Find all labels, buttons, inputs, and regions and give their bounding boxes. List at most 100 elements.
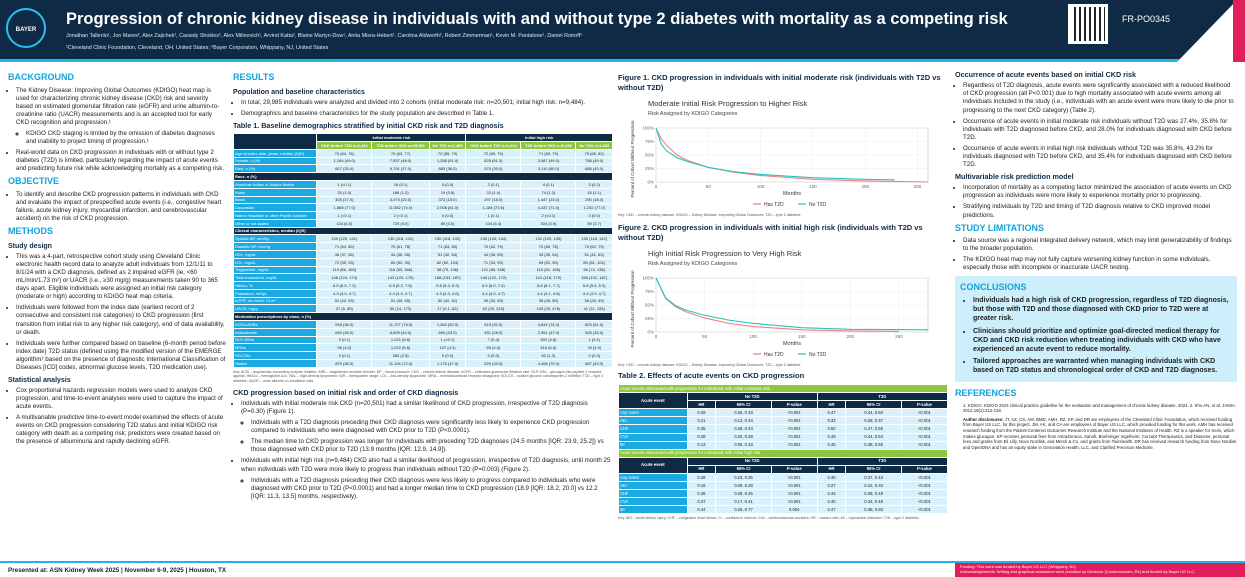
table-cell: 2 (0.1) — [465, 179, 522, 189]
table-cell: 570 (35.0) — [465, 164, 522, 174]
limitations-heading: STUDY LIMITATIONS — [955, 222, 1044, 233]
table-cell: <0.001 — [770, 488, 818, 498]
table-row: Total cholesterol, mg/dL 146 (124, 174) 14… — [232, 273, 613, 283]
table-cell: 115 (81, 166) — [520, 265, 577, 275]
table-cell: 19 (0.8) — [428, 187, 467, 197]
table-cell: 1,176 (47.0) — [428, 358, 467, 368]
y-tick-label: 100% — [642, 125, 654, 130]
y-tick-label: 75% — [645, 289, 654, 294]
table-cell: 82 (62, 104) — [428, 257, 467, 267]
table-cell: 302 (4.8) — [520, 335, 577, 345]
series-line-no-t2d — [655, 127, 895, 180]
table-cell: 0.20, 0.39 — [715, 432, 772, 442]
series-line-has-t2d — [655, 277, 899, 332]
table-row: Any event 0.29 0.23, 0.35 <0.001 0.40 0.37, 0… — [618, 472, 949, 482]
disclosures-label: Author disclosures: — [963, 416, 1004, 422]
table-cell: 0.05, 0.33 — [715, 440, 772, 450]
table-cell: 0 (0.0) — [428, 351, 467, 360]
table-cell: 51 (39, 65) — [371, 296, 430, 306]
table-cell: 416 (6.6) — [520, 343, 577, 353]
column-header: No T2D n=1,602 — [575, 141, 613, 150]
table-cell: 0.50 — [816, 424, 847, 434]
table-row: AKI 0.21 0.13, 0.34 <0.001 0.32 0.28, 0.37 <0.… — [618, 416, 949, 426]
table-cell: 7,537 (48.0) — [371, 156, 430, 166]
table-row: Systolic BP, mmHg 130 (120, 141) 130 (118,… — [232, 234, 613, 244]
table-cell: 38 (26, 49) — [575, 296, 613, 306]
y-tick-label: 100% — [642, 275, 654, 280]
row-label: HbA1c, % — [232, 281, 318, 290]
table-cell: 451 (28.0) — [465, 327, 522, 337]
section-header: Medication prescriptions by class, n (%) — [233, 312, 613, 322]
x-tick-label: 250 — [914, 184, 922, 189]
table-cell: 0.29 — [686, 472, 717, 482]
table-row: CVA 0.27 0.17, 0.41 <0.001 0.40 0.34, 0.48 <0.… — [618, 496, 949, 506]
legend-label: Has T2D — [764, 352, 784, 358]
table-cell: <0.001 — [770, 440, 818, 450]
table-row: HbA1c, % 6.5 (6.0, 7.3) 6.9 (6.2, 7.8) 5.6 … — [232, 281, 613, 290]
table-cell: 7 (0.4) — [465, 335, 522, 345]
table-cell: 823 (51.0) — [575, 320, 613, 329]
table-cell: 2,008 (81.0) — [428, 203, 467, 213]
table-cell: 134 (6.0) — [316, 218, 373, 228]
table-cell: 4.4 (4.0, 4.7) — [575, 288, 613, 298]
table-cell: 4,644 (74.0) — [520, 320, 577, 329]
table-row: UACR, mg/g 27 (5, 85) 50 (14, 173) 17 (0.1,… — [232, 304, 613, 314]
acute-event-header: Acute event — [618, 456, 688, 474]
row-label: Any event — [618, 408, 688, 418]
references-heading: REFERENCES — [955, 387, 1017, 398]
row-label: Died, n (%) — [232, 164, 318, 174]
table-row: Any event 0.29 0.25, 0.33 <0.001 0.47 0.44, 0… — [618, 408, 949, 418]
table-cell: 0.38, 0.55 — [845, 440, 902, 450]
figure2-key: Key: CKD – chronic kidney disease; KDIGO… — [618, 362, 802, 367]
subheading: Population and baseline characteristics — [233, 88, 365, 96]
column-header: 95% CI — [715, 464, 772, 474]
table-cell: 3,070 (20.0) — [371, 195, 430, 205]
table-cell: 304 (4.9) — [520, 218, 577, 228]
table-cell: 25 (1.0) — [316, 187, 373, 197]
bullet: Tailored approaches are warranted when m… — [973, 357, 1232, 375]
table-cell: 98 (4.0) — [316, 343, 373, 353]
bullet: Cox proportional hazards regression mode… — [16, 387, 226, 411]
table-cell: 46 (37, 55) — [316, 249, 373, 259]
table-cell: 6.8 (6.1, 7.7) — [520, 281, 577, 290]
table-cell: <0.001 — [770, 480, 818, 490]
table-cell: 607 (25.0) — [316, 164, 373, 174]
table-cell: 825 (51.0) — [465, 156, 522, 166]
table-cell: 0.13, 0.34 — [715, 416, 772, 426]
table-row: MI 0.44 0.25, 0.77 0.004 0.47 0.38, 0.60 <0.00… — [618, 504, 949, 514]
group-header: T2D — [816, 392, 949, 402]
table-cell: <0.001 — [770, 416, 818, 426]
row-label: AKI — [618, 480, 688, 490]
corner — [232, 133, 318, 150]
table-row: CHF 0.35 0.28, 0.43 <0.001 0.50 0.47, 0.55 <0.… — [618, 424, 949, 434]
table-cell: 72 (55, 93) — [316, 257, 373, 267]
table-cell: 6.9 (6.2, 7.8) — [371, 281, 430, 290]
bullet: Individuals were followed from the index… — [16, 304, 226, 336]
table-cell: 4.4 (4.1, 4.8) — [520, 288, 577, 298]
table-cell: 116 (83, 166) — [371, 265, 430, 275]
qr-code[interactable] — [1068, 4, 1108, 44]
row-label: Black — [232, 195, 318, 205]
row-label: Diastolic BP, mmHg — [232, 242, 318, 251]
group-header: No T2D — [686, 392, 818, 402]
table-cell: 3 (0.1) — [316, 351, 373, 360]
table-cell: 130 (120, 141) — [316, 234, 373, 244]
x-tick-label: 50 — [702, 334, 708, 339]
table-cell: 685 (43.0) — [575, 164, 613, 174]
x-tick-label: 150 — [798, 334, 806, 339]
table-cell: <0.001 — [900, 472, 949, 482]
column-header: T2D before CKD n=15,581 — [371, 141, 430, 150]
row-label: Other or not stated — [232, 218, 318, 228]
table-cell: 80 (61, 104) — [575, 257, 613, 267]
table-cell: 70 (62, 79) — [465, 242, 522, 251]
table-cell: 41 (11, 153) — [575, 304, 613, 314]
table-row: Antiplatelets 690 (28.0) 6,895 (44.0) 800 (… — [232, 327, 613, 337]
table-cell: 141 (118, 170) — [520, 273, 577, 283]
references-text: 1. KDIGO. KDIGO 2024 clinical practice g… — [963, 402, 1237, 414]
table-cell: 11,727 (75.0) — [371, 320, 430, 329]
table-cell: 146 (122, 172) — [465, 273, 522, 283]
table-cell: 4.4 (4.0, 4.7) — [465, 288, 522, 298]
table-cell: 0.28, 0.45 — [715, 488, 772, 498]
table-cell: 62 (20, 243) — [465, 304, 522, 314]
table-cell: 71 (63, 79) — [520, 148, 577, 158]
